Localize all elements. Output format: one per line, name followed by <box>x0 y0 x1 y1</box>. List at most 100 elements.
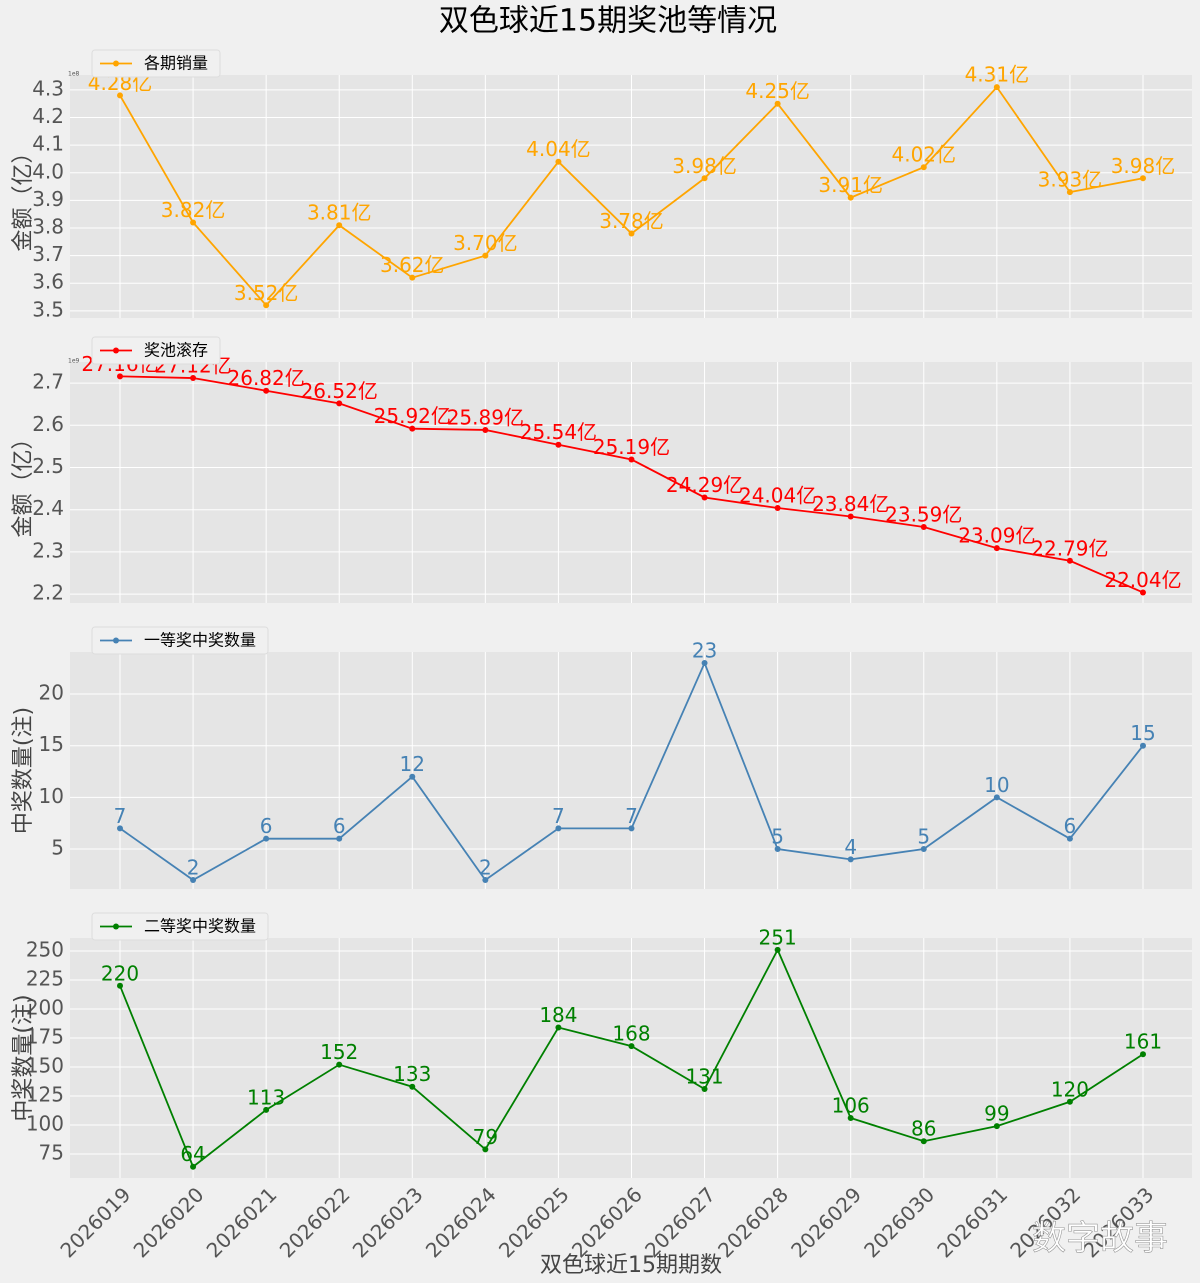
y-axis-label: 中奖数量(注) <box>11 994 36 1121</box>
y-axis-label: 金额（亿） <box>11 141 36 251</box>
data-label: 251 <box>759 925 797 949</box>
y-tick-label: 4.3 <box>32 76 64 100</box>
data-point <box>190 1163 197 1170</box>
data-point <box>336 400 343 407</box>
data-point <box>701 1086 708 1093</box>
data-label: 86 <box>911 1117 936 1141</box>
y-tick-label: 15 <box>39 732 64 756</box>
y-tick-label: 225 <box>26 966 64 990</box>
y-tick-label: 2.7 <box>32 370 64 394</box>
legend-box <box>91 49 221 78</box>
data-point <box>628 825 635 832</box>
legend: 各期销量 <box>91 49 221 78</box>
data-point <box>555 158 562 165</box>
y-tick-label: 4.2 <box>32 104 64 128</box>
data-label: 23 <box>692 639 717 663</box>
data-point <box>920 164 927 171</box>
y-tick-label: 3.5 <box>32 297 64 321</box>
data-label: 3.52亿 <box>234 281 299 305</box>
watermark: 数字故事 <box>1032 1219 1168 1259</box>
data-label: 22.79亿 <box>1031 536 1108 560</box>
data-point <box>336 835 343 842</box>
y-tick-label: 175 <box>26 1024 64 1048</box>
data-label: 64 <box>180 1142 205 1166</box>
y-tick-label: 3.7 <box>32 242 64 266</box>
data-label: 113 <box>247 1085 285 1109</box>
data-label: 6 <box>260 814 273 838</box>
data-label: 3.98亿 <box>1111 154 1176 178</box>
data-point <box>482 426 489 433</box>
data-label: 25.19亿 <box>593 435 670 459</box>
data-point <box>409 773 416 780</box>
data-point <box>555 1024 562 1031</box>
y-tick-label: 75 <box>39 1140 64 1164</box>
legend-box <box>91 626 269 655</box>
data-point <box>482 877 489 884</box>
y-tick-label: 3.8 <box>32 214 64 238</box>
data-label: 4.02亿 <box>892 143 957 167</box>
data-point <box>774 946 781 953</box>
data-point <box>628 1043 635 1050</box>
data-label: 6 <box>333 814 346 838</box>
data-point <box>993 545 1000 552</box>
data-label: 3.62亿 <box>380 253 445 277</box>
data-point <box>1066 835 1073 842</box>
data-label: 25.89亿 <box>447 405 524 429</box>
data-point <box>920 846 927 853</box>
data-label: 23.09亿 <box>958 524 1035 548</box>
data-label: 7 <box>114 804 127 828</box>
legend-label: 二等奖中奖数量 <box>144 917 256 936</box>
data-label: 106 <box>832 1094 870 1118</box>
data-point <box>263 302 270 309</box>
data-label: 152 <box>320 1040 358 1064</box>
figure-title: 双色球近15期奖池等情况 <box>439 4 777 39</box>
data-point <box>555 441 562 448</box>
data-label: 4.31亿 <box>965 63 1030 87</box>
data-label: 3.82亿 <box>161 198 226 222</box>
legend-marker <box>113 637 119 644</box>
data-point <box>336 1061 343 1068</box>
data-point <box>993 84 1000 91</box>
data-label: 23.84亿 <box>812 492 889 516</box>
data-label: 12 <box>400 752 425 776</box>
data-label: 25.92亿 <box>374 404 451 428</box>
y-axis-label: 金额（亿） <box>11 427 36 537</box>
y-tick-label: 100 <box>26 1111 64 1135</box>
y-tick-label: 125 <box>26 1082 64 1106</box>
x-axis-label: 双色球近15期期数 <box>540 1253 722 1278</box>
data-point <box>117 825 123 832</box>
y-tick-label: 4.1 <box>32 132 64 156</box>
y-tick-label: 150 <box>26 1053 64 1077</box>
data-point <box>920 1138 927 1145</box>
data-point <box>409 1083 416 1090</box>
data-label: 6 <box>1064 814 1077 838</box>
data-point <box>1139 175 1146 182</box>
y-tick-label: 5 <box>51 836 64 860</box>
data-point <box>117 373 123 380</box>
data-point <box>628 230 635 237</box>
legend-marker <box>113 60 119 67</box>
data-point <box>482 252 489 259</box>
y-tick-label: 250 <box>26 937 64 961</box>
data-point <box>263 835 270 842</box>
data-point <box>847 1115 854 1122</box>
data-point <box>1139 1051 1146 1058</box>
data-point <box>774 505 781 512</box>
data-label: 161 <box>1124 1030 1162 1054</box>
legend-label: 一等奖中奖数量 <box>144 631 256 650</box>
data-point <box>847 856 854 863</box>
data-point <box>774 846 781 853</box>
data-point <box>701 660 708 667</box>
y-tick-label: 10 <box>39 784 64 808</box>
data-point <box>774 100 781 107</box>
data-label: 99 <box>984 1102 1009 1126</box>
data-label: 3.93亿 <box>1038 168 1103 192</box>
legend: 二等奖中奖数量 <box>91 912 269 941</box>
legend-label: 各期销量 <box>144 54 208 73</box>
legend: 奖池滚存 <box>91 336 221 365</box>
data-label: 22.04亿 <box>1104 568 1181 592</box>
legend: 一等奖中奖数量 <box>91 626 269 655</box>
data-point <box>847 513 854 520</box>
